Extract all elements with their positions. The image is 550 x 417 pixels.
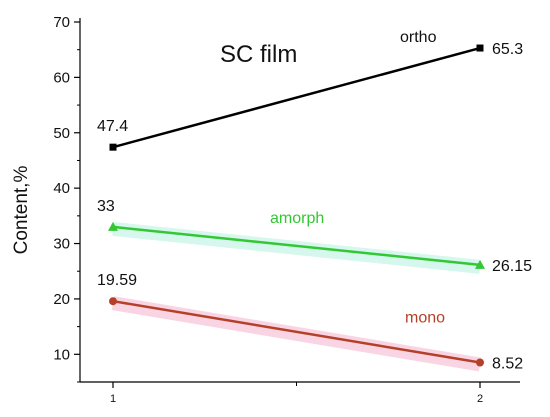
data-point [108, 221, 118, 231]
series-amorph: 33 26.15 amorph [97, 198, 532, 275]
data-label: 33 [97, 198, 115, 215]
data-label: 47.4 [97, 118, 128, 135]
y-axis-label: Content,% [11, 166, 32, 255]
series-line [112, 299, 481, 364]
series-glows [111, 221, 482, 372]
series-glow [112, 221, 481, 274]
y-tick-label: 40 [53, 180, 70, 197]
series-name-label: mono [405, 310, 445, 327]
series-line [112, 225, 481, 267]
y-ticks: 10 20 30 40 50 60 70 [53, 14, 80, 383]
x-tick-label: 1 [110, 393, 116, 405]
series-ortho: 47.4 65.3 ortho [97, 29, 523, 151]
series-mono: 19.59 8.52 mono [97, 272, 523, 372]
data-label: 65.3 [492, 41, 523, 58]
axes [79, 18, 520, 383]
data-point [109, 297, 117, 306]
y-tick-label: 20 [53, 291, 70, 308]
series-name-label: ortho [400, 29, 437, 46]
data-label: 8.52 [492, 356, 523, 373]
y-tick-label: 60 [53, 69, 70, 86]
series-name-label: amorph [270, 210, 324, 227]
data-point [476, 44, 484, 52]
data-point [476, 358, 484, 367]
series-line [112, 46, 481, 149]
data-point [475, 259, 485, 269]
chart-title: SC film [220, 41, 297, 68]
data-label: 26.15 [492, 258, 532, 275]
x-tick-label: 2 [477, 393, 483, 405]
y-tick-label: 10 [53, 346, 70, 363]
y-tick-label: 50 [53, 125, 70, 142]
y-tick-label: 30 [53, 236, 70, 253]
data-label: 19.59 [97, 272, 137, 289]
data-point [109, 143, 117, 151]
series-group: 47.4 65.3 ortho 33 26.15 amorph 19.59 8.52 mono [97, 29, 532, 372]
y-tick-label: 70 [53, 14, 70, 31]
series-glow [111, 296, 482, 372]
